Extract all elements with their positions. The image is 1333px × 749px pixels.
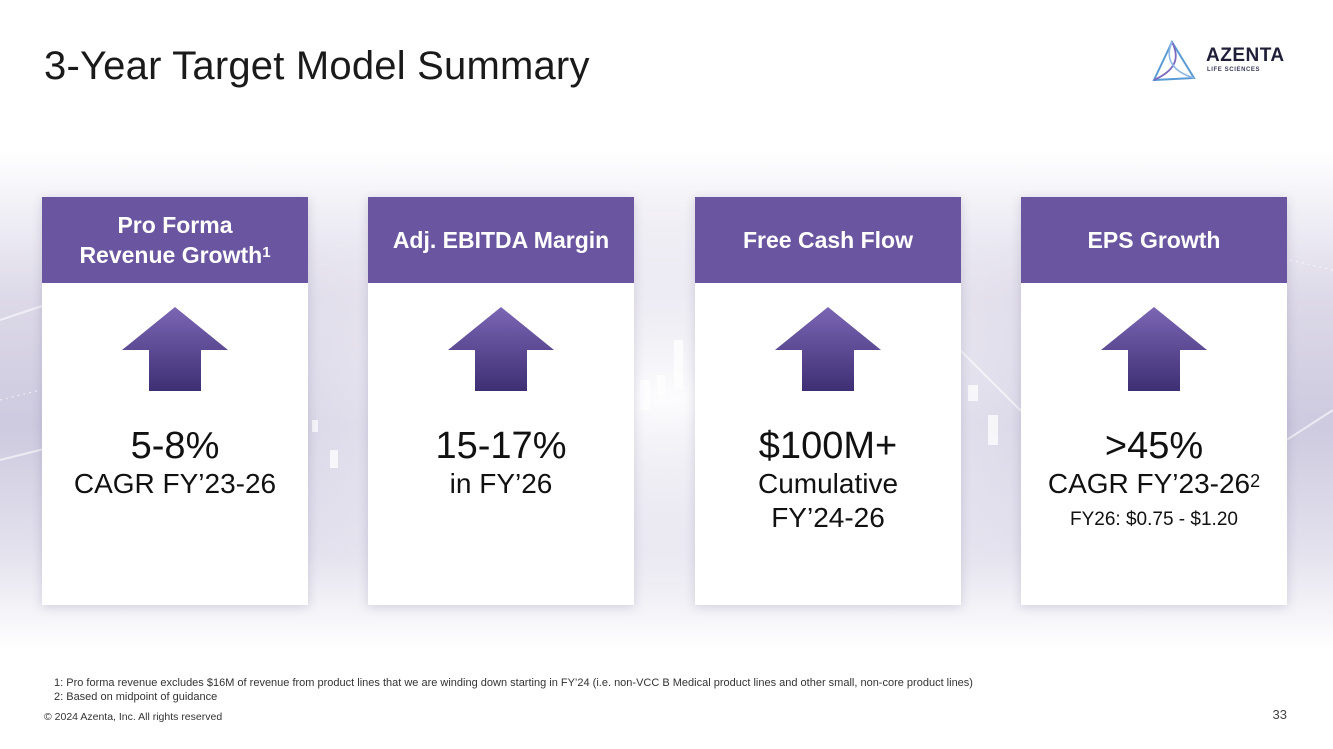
logo-wordmark: AZENTA bbox=[1206, 45, 1285, 66]
card-line1: Cumulative bbox=[757, 468, 899, 499]
footnote-1: 1: Pro forma revenue excludes $16M of re… bbox=[54, 677, 973, 689]
card-header: Adj. EBITDA Margin bbox=[368, 197, 634, 283]
card-line2: FY’24-26 bbox=[771, 502, 885, 533]
footnote-marker: 2 bbox=[1250, 471, 1261, 491]
card-line1: in FY’26 bbox=[449, 468, 553, 499]
card-ebitda-margin: Adj. EBITDA Margin 15-17% in FY’26 bbox=[368, 197, 634, 605]
up-arrow-icon bbox=[775, 307, 881, 391]
card-value: 15-17% bbox=[435, 425, 567, 467]
card-header-line2: Revenue Growth bbox=[79, 242, 263, 268]
card-line1: CAGR FY’23-26 bbox=[1047, 468, 1251, 499]
card-body: $100M+ Cumulative FY’24-26 bbox=[695, 425, 961, 535]
card-header: Free Cash Flow bbox=[695, 197, 961, 283]
card-line1: CAGR FY’23-26 bbox=[73, 468, 277, 499]
footnote-marker: 1 bbox=[262, 244, 271, 261]
card-header: EPS Growth bbox=[1021, 197, 1287, 283]
card-eps-growth: EPS Growth >45% CAGR FY’23-262 FY26: $0.… bbox=[1021, 197, 1287, 605]
card-line1-wrap: CAGR FY’23-262 bbox=[1021, 467, 1287, 501]
footnote-2: 2: Based on midpoint of guidance bbox=[54, 691, 218, 703]
card-body: >45% CAGR FY’23-262 FY26: $0.75 - $1.20 bbox=[1021, 425, 1287, 533]
azenta-logo-icon bbox=[1152, 40, 1196, 82]
card-header: Pro Forma Revenue Growth1 bbox=[42, 197, 308, 283]
logo-subtitle: LIFE SCIENCES bbox=[1207, 67, 1261, 73]
up-arrow-icon bbox=[448, 307, 554, 391]
up-arrow-icon bbox=[122, 307, 228, 391]
company-logo: AZENTA LIFE SCIENCES bbox=[1150, 40, 1300, 84]
card-value: >45% bbox=[1104, 425, 1204, 467]
card-value: 5-8% bbox=[130, 425, 220, 467]
up-arrow-icon bbox=[1101, 307, 1207, 391]
card-note: FY26: $0.75 - $1.20 bbox=[1070, 509, 1238, 530]
card-value: $100M+ bbox=[758, 425, 898, 467]
page-number: 33 bbox=[1272, 707, 1287, 722]
card-header-line1: Pro Forma bbox=[117, 212, 233, 238]
page-title: 3-Year Target Model Summary bbox=[44, 44, 590, 88]
card-body: 5-8% CAGR FY’23-26 bbox=[42, 425, 308, 501]
copyright-text: © 2024 Azenta, Inc. All rights reserved bbox=[44, 711, 223, 723]
footnotes: 1: Pro forma revenue excludes $16M of re… bbox=[54, 676, 973, 704]
card-revenue-growth: Pro Forma Revenue Growth1 5-8% CAGR FY’2… bbox=[42, 197, 308, 605]
card-free-cash-flow: Free Cash Flow $100M+ Cumulative FY’24-2… bbox=[695, 197, 961, 605]
card-body: 15-17% in FY’26 bbox=[368, 425, 634, 501]
